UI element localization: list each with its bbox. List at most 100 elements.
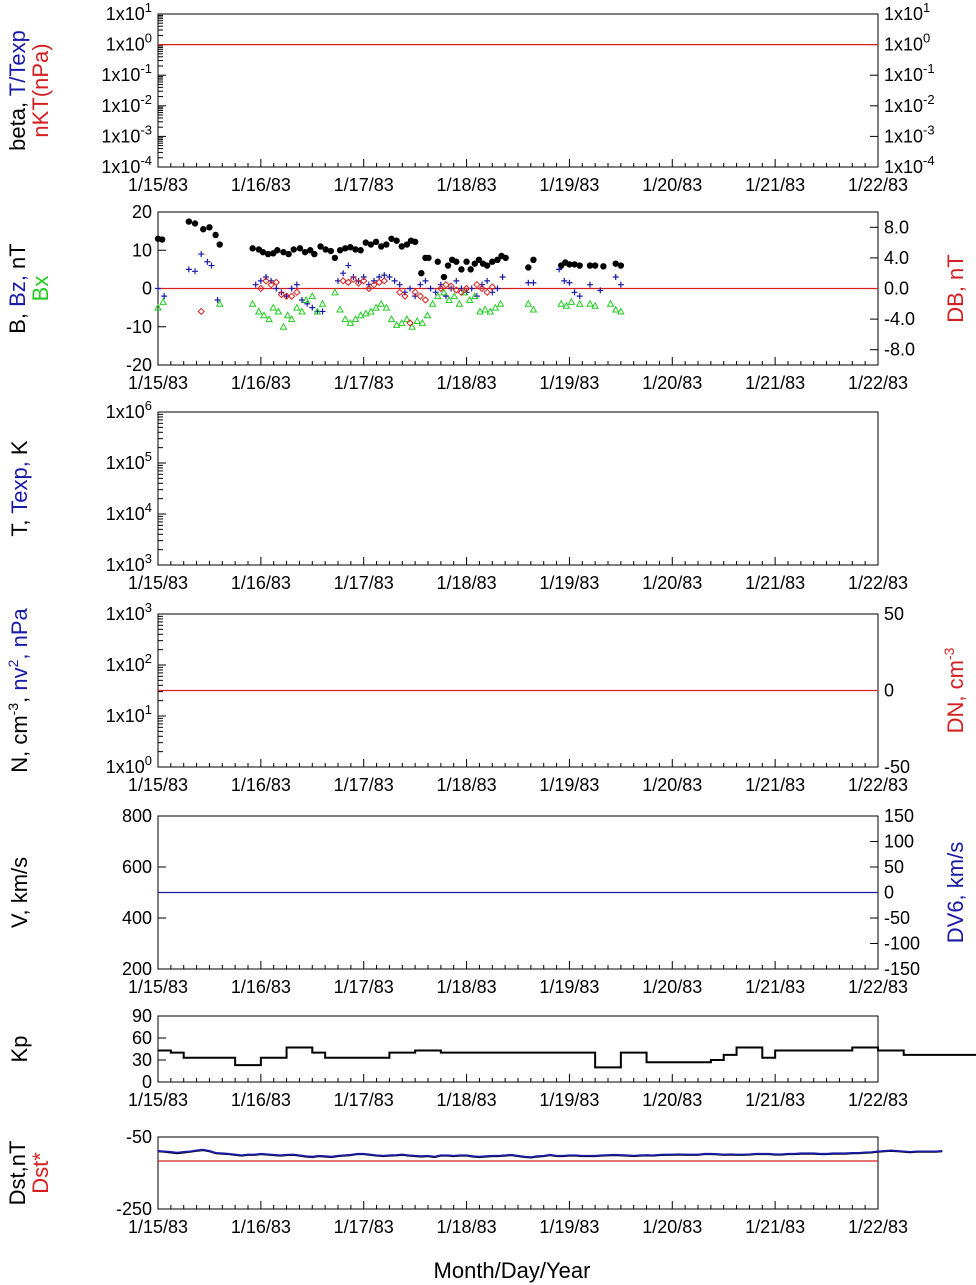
data-point xyxy=(452,286,460,294)
y-tick-label: 1x103 xyxy=(106,600,152,624)
x-tick-label: 1/17/83 xyxy=(334,775,394,795)
data-point xyxy=(283,311,292,319)
y-tick-label: 1x100 xyxy=(106,753,152,777)
panel-frame xyxy=(157,13,879,168)
x-axis-title: Month/Day/Year xyxy=(434,1258,591,1283)
right-y-tick-label: 0 xyxy=(884,681,894,701)
x-tick-label: 1/17/83 xyxy=(334,1217,394,1237)
data-point xyxy=(197,307,205,316)
y-axis-title-2: Dst* xyxy=(28,1152,53,1194)
y-tick-label: 1x101 xyxy=(106,702,152,726)
data-point xyxy=(372,303,380,311)
data-point xyxy=(336,305,344,313)
y-tick-label: 1x104 xyxy=(106,500,152,524)
y-axis-title: V, km/s xyxy=(7,857,32,928)
data-point xyxy=(307,247,314,254)
data-point xyxy=(347,243,354,251)
data-point xyxy=(304,300,311,307)
y-tick-label: 1x10-4 xyxy=(101,153,152,177)
data-point xyxy=(331,288,339,296)
data-point xyxy=(354,279,363,287)
data-point xyxy=(313,307,322,315)
series-dst- xyxy=(157,1148,943,1159)
data-point xyxy=(216,241,223,248)
data-point xyxy=(478,284,486,293)
data-point xyxy=(455,299,464,307)
y-tick-label: -20 xyxy=(126,355,152,375)
data-point xyxy=(418,318,427,326)
y-tick-label: 400 xyxy=(122,908,152,928)
y-tick-label: 60 xyxy=(132,1028,152,1048)
data-point xyxy=(349,275,358,284)
data-point xyxy=(356,311,365,319)
data-point xyxy=(280,248,287,256)
data-point xyxy=(470,292,479,300)
data-point xyxy=(447,282,455,290)
x-tick-label: 1/16/83 xyxy=(231,1217,291,1237)
data-point xyxy=(591,262,599,269)
y-tick-label: 30 xyxy=(132,1050,152,1070)
data-point xyxy=(158,236,166,243)
x-tick-label: 1/20/83 xyxy=(642,775,702,795)
data-point xyxy=(440,288,448,296)
data-point xyxy=(248,299,257,307)
x-tick-label: 1/22/83 xyxy=(848,573,908,593)
right-y-tick-label: 100 xyxy=(884,832,914,852)
data-point xyxy=(481,305,489,313)
data-point xyxy=(557,299,566,307)
x-tick-label: 1/18/83 xyxy=(437,1090,497,1110)
data-point xyxy=(443,293,449,300)
series-bz xyxy=(155,251,624,315)
data-point xyxy=(318,299,327,307)
data-point xyxy=(272,278,280,287)
series-db xyxy=(197,275,496,327)
data-point xyxy=(392,320,401,328)
right-y-tick-label: 1x10-2 xyxy=(884,92,935,116)
data-point xyxy=(336,247,344,254)
data-point xyxy=(382,303,391,311)
data-point xyxy=(249,245,256,252)
data-point xyxy=(293,288,301,297)
y-axis-title-2: nKT(nPa) xyxy=(28,43,53,137)
data-point xyxy=(319,308,326,315)
data-point xyxy=(396,281,403,288)
data-point xyxy=(208,262,215,269)
data-point xyxy=(391,277,398,284)
right-y-tick-label: -150 xyxy=(884,959,920,979)
series-line xyxy=(157,1148,943,1159)
data-point xyxy=(411,288,419,297)
data-point xyxy=(576,262,583,269)
data-point xyxy=(611,305,620,313)
data-point xyxy=(417,281,424,288)
x-tick-label: 1/15/83 xyxy=(128,573,188,593)
data-point xyxy=(483,288,491,297)
series-line xyxy=(158,1046,976,1069)
data-point xyxy=(463,258,470,265)
y-axis-title-2: Bx xyxy=(28,276,53,302)
panel-beta: 1/15/83 1/16/83 1/17/83 1/18/83 1/19/83 1/20/… xyxy=(5,0,935,195)
x-tick-label: 1/17/83 xyxy=(334,175,394,195)
data-point xyxy=(279,322,288,330)
data-point xyxy=(529,305,538,313)
right-y-axis-title: DN, cm-3 xyxy=(941,647,968,733)
right-y-tick-label: -50 xyxy=(884,908,910,928)
data-point xyxy=(403,241,411,248)
data-point xyxy=(302,295,310,303)
data-point xyxy=(421,296,430,304)
data-point xyxy=(462,284,471,293)
data-point xyxy=(287,315,296,323)
y-tick-label: 1x106 xyxy=(106,398,152,422)
data-point xyxy=(413,316,422,325)
data-point xyxy=(198,251,205,258)
data-point xyxy=(285,250,292,258)
x-tick-label: 1/19/83 xyxy=(539,977,599,997)
data-point xyxy=(273,285,280,292)
x-tick-label: 1/18/83 xyxy=(437,175,497,195)
data-point xyxy=(612,274,619,281)
data-point xyxy=(502,254,509,262)
data-point xyxy=(566,261,573,268)
data-point xyxy=(567,297,576,305)
right-y-tick-label: -50 xyxy=(884,757,910,777)
data-point xyxy=(327,247,334,255)
y-tick-label: 200 xyxy=(122,959,152,979)
